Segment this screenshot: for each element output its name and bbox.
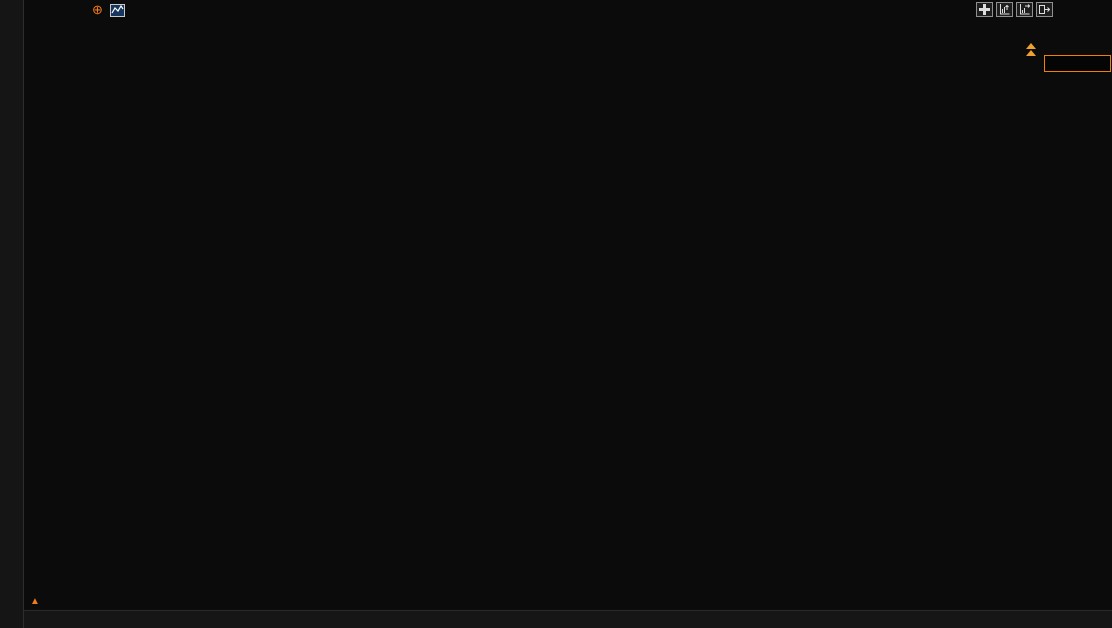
chevron-up-icon: ▲: [30, 596, 40, 607]
chart-header: ⊕: [85, 2, 132, 18]
period-selector[interactable]: ▲: [30, 592, 40, 607]
price-arrow-marker: [1026, 43, 1036, 49]
chart-mode-sidebar: [0, 0, 24, 628]
zoom-in-chart-icon[interactable]: [1016, 2, 1033, 17]
price-arrow-marker: [1026, 50, 1036, 56]
chart-type-icon[interactable]: [109, 3, 125, 17]
pan-icon[interactable]: [976, 2, 993, 17]
indicator-settings-icon[interactable]: ⊕: [92, 2, 103, 17]
last-price-box: [1044, 55, 1111, 72]
zoom-out-chart-icon[interactable]: [996, 2, 1013, 17]
chart-tool-icons: [976, 2, 1053, 17]
template-toolbar: [24, 610, 1112, 628]
restore-exit-icon[interactable]: [1036, 2, 1053, 17]
